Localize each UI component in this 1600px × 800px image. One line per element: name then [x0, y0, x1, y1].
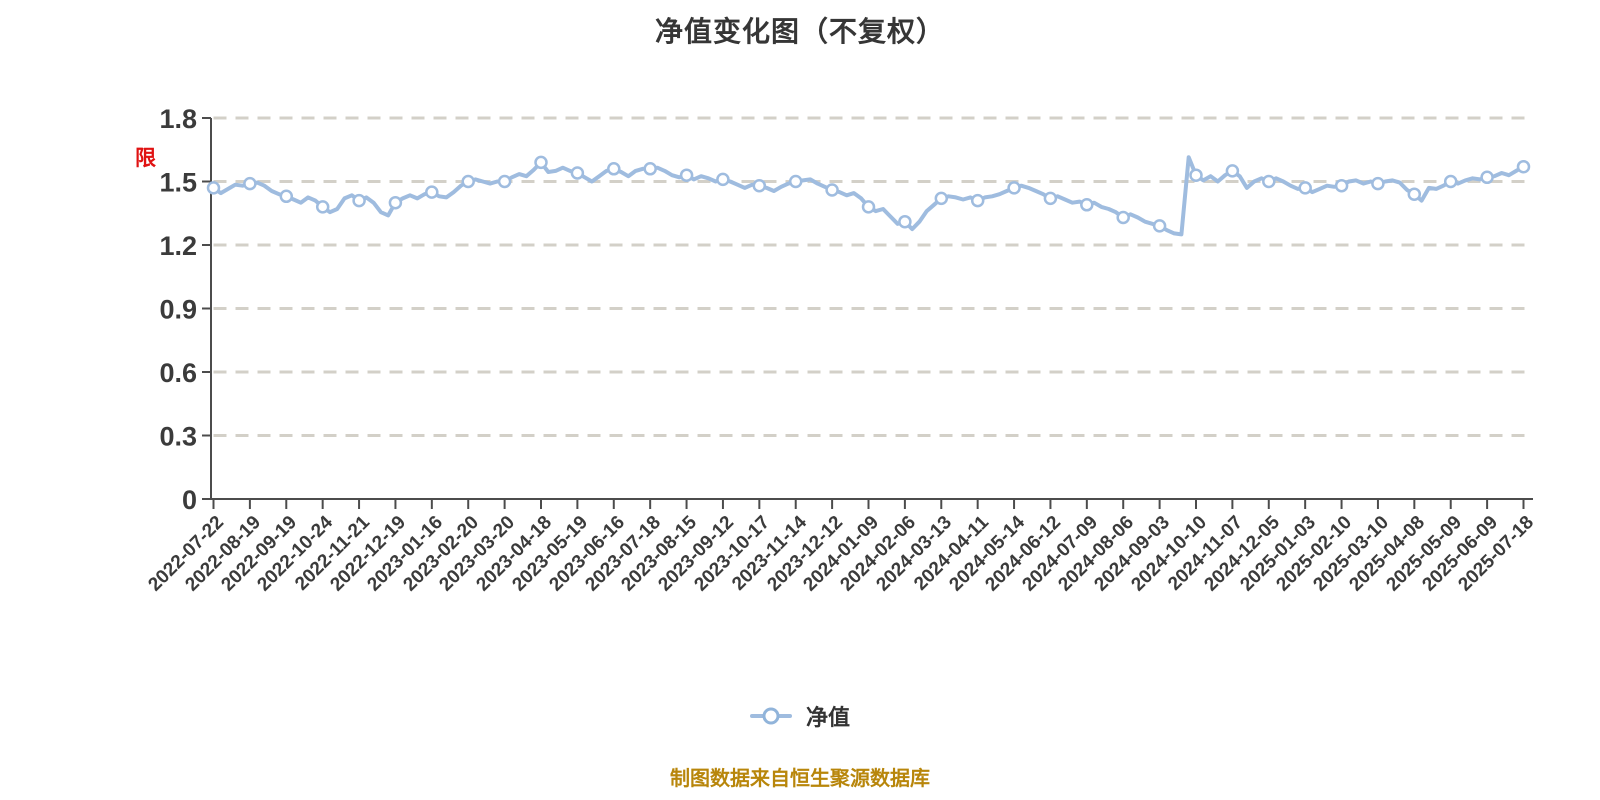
data-point-marker[interactable]	[1371, 176, 1385, 191]
y-axis-label: 0	[182, 485, 197, 515]
data-point-marker[interactable]	[206, 181, 221, 195]
data-point-marker[interactable]	[1225, 164, 1240, 178]
data-point-marker[interactable]	[861, 200, 876, 214]
y-axis-label: 1.2	[159, 231, 197, 261]
data-point-marker[interactable]	[1043, 191, 1058, 206]
data-point-marker[interactable]	[570, 166, 585, 180]
data-point-marker[interactable]	[1334, 178, 1349, 193]
data-point-marker[interactable]	[1189, 168, 1203, 182]
purchase-limit-marker: 限	[135, 147, 156, 170]
data-point-marker[interactable]	[1007, 181, 1021, 195]
data-point-marker[interactable]	[1407, 187, 1422, 201]
legend-line-icon	[749, 707, 792, 725]
data-point-marker[interactable]	[788, 174, 803, 189]
chart-title: 净值变化图（不复权）	[654, 16, 945, 47]
y-axis-label: 0.9	[159, 295, 197, 325]
data-point-marker[interactable]	[825, 183, 839, 197]
data-point-marker[interactable]	[1080, 198, 1094, 212]
data-point-marker[interactable]	[352, 193, 366, 208]
data-point-marker[interactable]	[497, 174, 512, 189]
data-source-note: 制图数据来自恒生聚源数据库	[670, 768, 930, 790]
y-axis-label: 1.8	[159, 104, 197, 134]
data-point-marker[interactable]	[279, 189, 294, 204]
data-point-marker[interactable]	[607, 162, 621, 176]
data-point-marker[interactable]	[243, 176, 257, 191]
legend-marker-icon	[762, 707, 780, 725]
data-point-marker[interactable]	[461, 174, 475, 189]
chart-canvas: 0 0.3 0.6 0.9 1.2 1.5 1.8	[159, 104, 1533, 515]
net-value-line	[211, 155, 1526, 237]
data-point-marker[interactable]	[898, 214, 912, 229]
data-point-marker[interactable]	[1298, 181, 1312, 195]
data-point-marker[interactable]	[425, 185, 439, 199]
data-point-marker[interactable]	[643, 162, 657, 176]
y-axis-label: 0.3	[159, 422, 197, 452]
y-axis-label: 0.6	[159, 358, 197, 388]
data-point-marker[interactable]	[534, 155, 548, 170]
data-point-marker[interactable]	[1443, 174, 1458, 189]
data-point-marker[interactable]	[1516, 159, 1531, 174]
data-point-marker[interactable]	[970, 193, 985, 208]
data-point-marker[interactable]	[1116, 210, 1130, 225]
legend-item-netvalue[interactable]: 净值	[0, 700, 1600, 732]
data-point-marker[interactable]	[1480, 170, 1494, 185]
y-axis-label: 1.5	[159, 168, 197, 198]
data-point-marker[interactable]	[1152, 219, 1167, 233]
data-point-marker[interactable]	[315, 200, 330, 214]
data-point-marker[interactable]	[1262, 174, 1276, 189]
data-point-marker[interactable]	[934, 191, 949, 206]
data-point-marker[interactable]	[716, 172, 730, 187]
data-point-marker[interactable]	[752, 178, 767, 193]
data-point-marker[interactable]	[388, 195, 403, 210]
legend-label: 净值	[805, 705, 850, 730]
data-point-marker[interactable]	[679, 168, 694, 182]
